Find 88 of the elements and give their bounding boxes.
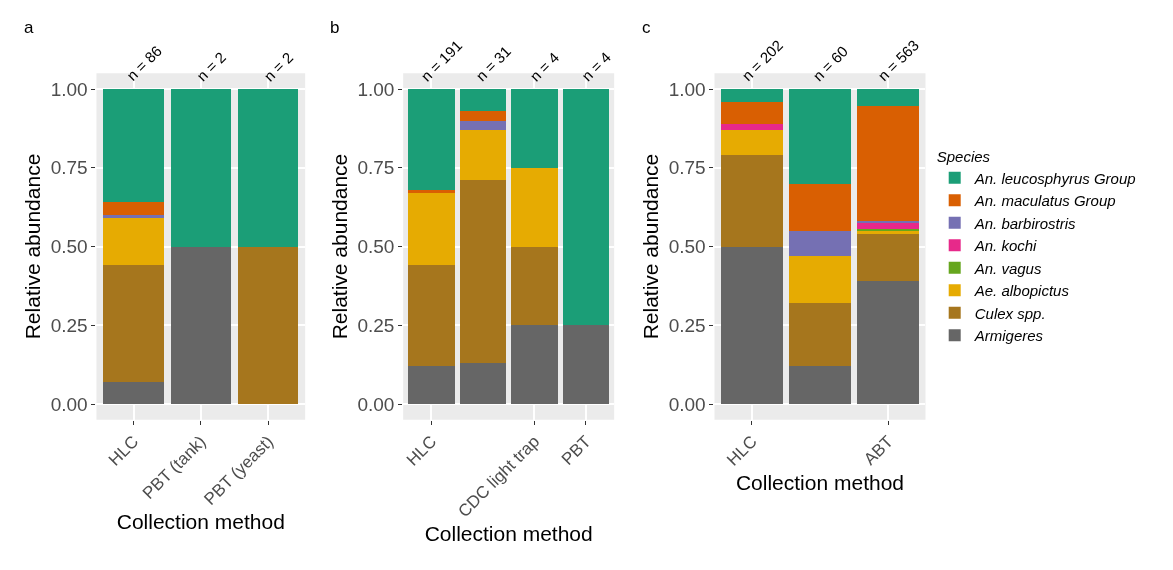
bar (857, 106, 919, 222)
bar (237, 246, 299, 404)
annotation: n = 4 (526, 48, 563, 85)
y-tick-label: 1.00 (357, 78, 395, 100)
bar (562, 89, 610, 326)
y-tick-label: 0.50 (50, 236, 88, 258)
bar (511, 325, 558, 404)
bar (459, 363, 507, 404)
y-axis-title: Relative abundance (20, 153, 44, 340)
y-tick-label: 0.00 (357, 393, 395, 415)
bar (857, 89, 919, 107)
bar (511, 89, 558, 168)
y-tick-label: 1.00 (668, 78, 706, 100)
bar (170, 89, 232, 247)
bar (789, 183, 851, 231)
x-axis-title: Collection method (424, 522, 593, 546)
y-tick-label: 0.75 (357, 157, 395, 179)
bar (721, 129, 783, 156)
bar (789, 366, 851, 404)
chart-title: b (330, 18, 340, 37)
bar (721, 155, 783, 247)
legend-label: An. barbirostris (973, 214, 1077, 232)
bar (459, 111, 507, 121)
annotation: n = 202 (738, 36, 787, 85)
bar (237, 89, 299, 247)
x-axis-title: Collection method (116, 509, 285, 533)
bar (408, 366, 455, 404)
legend-label: An. vagus (973, 259, 1042, 277)
annotation: n = 86 (123, 42, 165, 84)
bar (408, 189, 455, 193)
legend-label: An. leucosphyrus Group (973, 169, 1136, 187)
legend-label: An. maculatus Group (973, 192, 1116, 210)
bar (857, 222, 919, 230)
chart-title: c (642, 18, 651, 37)
y-tick-label: 0.50 (668, 236, 706, 258)
bar (103, 215, 164, 219)
bar (459, 89, 507, 112)
bar (789, 89, 851, 184)
bar (103, 202, 164, 215)
legend-label: An. kochi (973, 237, 1038, 255)
y-tick-label: 0.00 (50, 393, 88, 415)
bar (721, 246, 783, 404)
bar (789, 230, 851, 256)
y-tick-label: 0.25 (50, 314, 88, 336)
bar (408, 89, 455, 190)
y-tick-label: 0.50 (357, 236, 395, 258)
annotation: n = 31 (472, 42, 515, 85)
annotation: n = 4 (578, 48, 615, 85)
bar (408, 192, 455, 266)
bar (103, 381, 164, 404)
annotation: n = 2 (260, 48, 297, 85)
annotation: n = 191 (417, 36, 466, 85)
y-tick-label: 0.75 (50, 157, 88, 179)
bar (562, 325, 610, 404)
y-axis-title: Relative abundance (327, 153, 351, 340)
legend-label: Ae. albopictus (973, 282, 1070, 300)
bar (721, 123, 783, 130)
bar (721, 89, 783, 102)
y-axis-title: Relative abundance (638, 153, 662, 340)
bar (511, 246, 558, 326)
bar (103, 89, 164, 203)
bar (789, 255, 851, 304)
bar (459, 120, 507, 130)
annotation: n = 2 (193, 48, 230, 85)
y-tick-label: 0.75 (668, 157, 706, 179)
bar (511, 167, 558, 247)
bar (408, 265, 455, 367)
annotation: n = 563 (874, 36, 923, 85)
bar (721, 101, 783, 124)
annotation: n = 60 (809, 42, 852, 85)
bar (857, 281, 919, 404)
chart-title: a (24, 18, 34, 37)
bar (789, 303, 851, 367)
bar (459, 129, 507, 181)
bar (857, 221, 919, 224)
bar (857, 233, 919, 282)
bar (103, 218, 164, 266)
y-tick-label: 0.25 (668, 314, 706, 336)
legend-title: Species (936, 147, 991, 165)
legend-label: Armigeres (973, 327, 1044, 345)
legend-label: Culex spp. (974, 304, 1046, 322)
bar (103, 265, 164, 382)
x-axis-title: Collection method (735, 470, 905, 494)
y-tick-label: 0.00 (668, 393, 706, 415)
bar (170, 246, 232, 404)
bar (459, 180, 507, 364)
y-tick-label: 0.25 (357, 314, 395, 336)
y-tick-label: 1.00 (50, 78, 88, 100)
